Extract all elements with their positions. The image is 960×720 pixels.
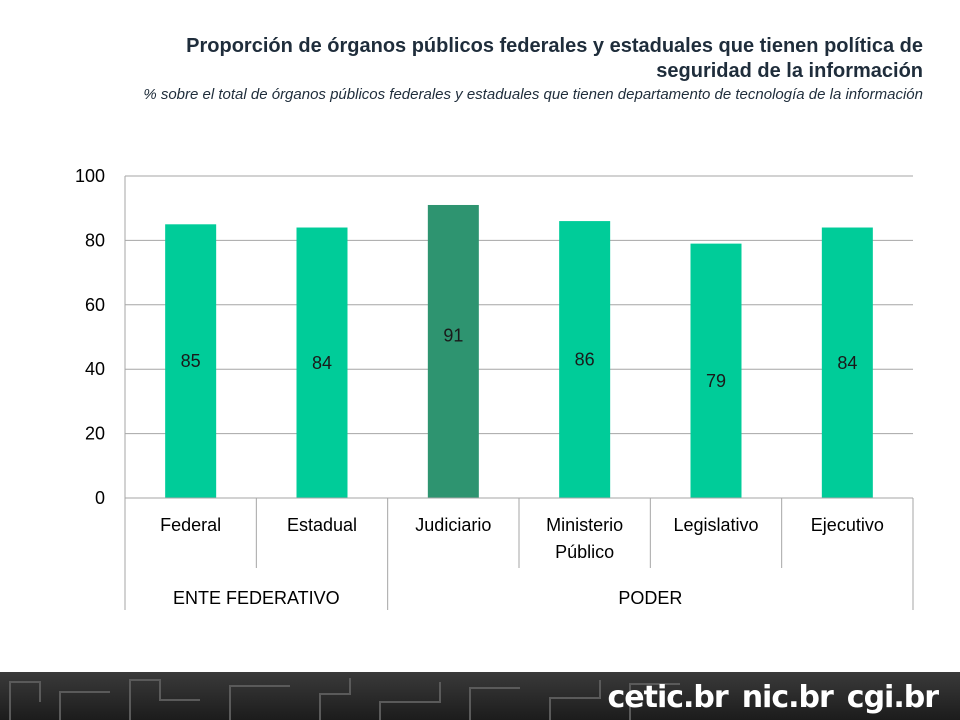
- bar-chart: 0 20 40 60 80 100 85 84 91 86 79 84 Federal Estadual J…: [75, 166, 914, 610]
- group-label: ENTE FEDERATIVO: [173, 588, 340, 608]
- bar: [165, 224, 217, 499]
- logo-cgi: cgi.br: [846, 679, 939, 715]
- data-label: 84: [837, 353, 857, 373]
- x-tick-label: Legislativo: [673, 515, 758, 535]
- y-tick-label: 80: [85, 230, 105, 250]
- group-label: PODER: [618, 588, 682, 608]
- y-tick-label: 40: [85, 359, 105, 379]
- bar: [559, 221, 611, 498]
- logo-cetic: cetic.br: [607, 679, 728, 715]
- y-tick-label: 20: [85, 424, 105, 444]
- bar: [690, 243, 742, 498]
- footer-bar: cetic.br nic.br cgi.br: [0, 672, 960, 720]
- logo-nic: nic.br: [741, 679, 834, 715]
- y-tick-label: 0: [95, 488, 105, 508]
- y-tick-label: 60: [85, 295, 105, 315]
- data-label: 86: [575, 350, 595, 370]
- data-label: 84: [312, 353, 332, 373]
- bar: [427, 204, 479, 499]
- x-tick-label: Estadual: [287, 515, 357, 535]
- x-tick-label: Ministerio Público: [546, 515, 623, 562]
- circuit-pattern: [9, 678, 680, 720]
- data-label: 79: [706, 371, 726, 391]
- logo-group: cetic.br nic.br cgi.br: [607, 679, 939, 715]
- bar: [821, 227, 873, 498]
- x-tick-label: Judiciario: [415, 515, 491, 535]
- chart-subtitle: % sobre el total de órganos públicos fed…: [143, 86, 923, 103]
- x-tick-label: Ejecutivo: [811, 515, 884, 535]
- chart-title: Proporción de órganos públicos federales…: [186, 35, 923, 82]
- data-label: 91: [443, 325, 463, 345]
- title-block: Proporción de órganos públicos federales…: [120, 34, 923, 104]
- data-label: 85: [181, 351, 201, 371]
- y-tick-label: 100: [75, 166, 105, 186]
- bar: [296, 227, 348, 498]
- x-tick-label: Federal: [160, 515, 221, 535]
